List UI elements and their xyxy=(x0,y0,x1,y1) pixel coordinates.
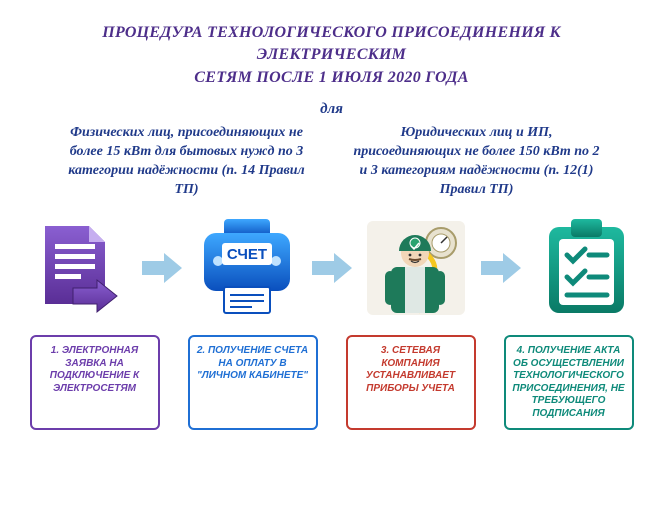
page-title: ПРОЦЕДУРА ТЕХНОЛОГИЧЕСКОГО ПРИСОЕДИНЕНИЯ… xyxy=(0,0,663,89)
clipboard-icon xyxy=(529,215,643,320)
arrow-icon xyxy=(312,253,352,283)
step-label-1: 1. ЭЛЕКТРОННАЯ ЗАЯВКА НА ПОДКЛЮЧЕНИЕ К Э… xyxy=(30,335,160,430)
printer-label: СЧЕТ xyxy=(227,246,267,263)
flow-row: СЧЕТ xyxy=(0,215,663,320)
printer-icon: СЧЕТ xyxy=(190,215,304,320)
document-icon xyxy=(20,215,134,320)
category-right: Юридических лиц и ИП, присоединяющих не … xyxy=(352,124,602,200)
technician-icon xyxy=(360,215,474,320)
step-label-4: 4. ПОЛУЧЕНИЕ АКТА ОБ ОСУЩЕСТВЛЕНИИ ТЕХНО… xyxy=(504,335,634,430)
step-labels-row: 1. ЭЛЕКТРОННАЯ ЗАЯВКА НА ПОДКЛЮЧЕНИЕ К Э… xyxy=(0,335,663,430)
step-label-3: 3. СЕТЕВАЯ КОМПАНИЯ УСТАНАВЛИВАЕТ ПРИБОР… xyxy=(346,335,476,430)
step-label-2: 2. ПОЛУЧЕНИЕ СЧЕТА НА ОПЛАТУ В "ЛИЧНОМ К… xyxy=(188,335,318,430)
arrow-icon xyxy=(142,253,182,283)
arrow-icon xyxy=(481,253,521,283)
title-line2: СЕТЯМ ПОСЛЕ 1 ИЮЛЯ 2020 ГОДА xyxy=(30,67,633,89)
category-left: Физических лиц, присоединяющих не более … xyxy=(62,124,312,200)
sub-heading: для xyxy=(0,101,663,118)
categories-row: Физических лиц, присоединяющих не более … xyxy=(0,124,663,200)
title-line1: ПРОЦЕДУРА ТЕХНОЛОГИЧЕСКОГО ПРИСОЕДИНЕНИЯ… xyxy=(30,22,633,67)
